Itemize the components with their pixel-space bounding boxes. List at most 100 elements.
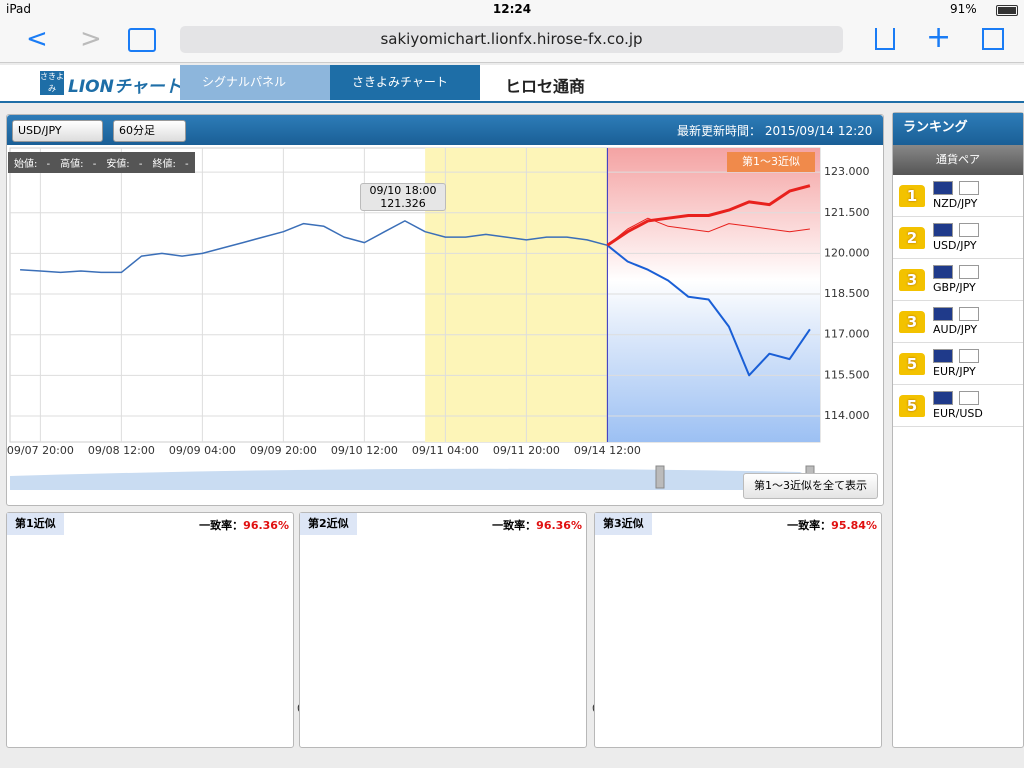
rate-value: 96.36% <box>243 519 289 532</box>
high: 高値: - <box>60 159 97 170</box>
flag <box>959 265 979 279</box>
panel-title: 第1近似 <box>7 513 64 535</box>
forecast-panel: 第3近似 一致率：95.84% <box>594 512 882 748</box>
rate-value: 95.84% <box>831 519 877 532</box>
ranking-panel: ランキング 通貨ペア 1 NZD/JPY 2 USD/JPY 3 GBP/JPY 3 AUD/… <box>892 112 1024 748</box>
url: sakiyomichart.lionfx.hirose-fx.co.jp <box>380 30 643 48</box>
ranking-row[interactable]: 5 EUR/USD <box>893 385 1023 427</box>
ranking-header: 通貨ペア <box>893 145 1023 175</box>
x-tick-label: 09/08 12:00 <box>88 444 155 457</box>
device: iPad <box>6 2 32 16</box>
rate-label: 一致率： <box>787 519 832 532</box>
match-rate: 一致率：96.36% <box>492 517 582 533</box>
y-tick-label: 121.500 <box>824 206 870 219</box>
y-tick-label: 115.500 <box>824 368 870 381</box>
tabs[interactable] <box>982 28 1004 50</box>
rate-value: 96.36% <box>536 519 582 532</box>
rate-label: 一致率： <box>492 519 537 532</box>
tab-signal[interactable]: シグナルパネル <box>180 65 330 100</box>
rank: 2 <box>899 227 925 249</box>
y-tick-label: 114.000 <box>824 409 870 422</box>
bookmarks[interactable] <box>128 28 156 52</box>
x-tick-label: 09/07 20:00 <box>7 444 74 457</box>
x-tick-label: 09/11 20:00 <box>493 444 560 457</box>
x-tick-label: 09/09 20:00 <box>250 444 317 457</box>
pair: USD/JPY <box>933 239 977 252</box>
share[interactable] <box>875 28 895 50</box>
rate-label: 一致率： <box>199 519 244 532</box>
flag <box>959 181 979 195</box>
price-line <box>607 217 810 246</box>
flag <box>959 307 979 321</box>
pair: NZD/JPY <box>933 197 978 210</box>
x-tick-label: 09/11 04:00 <box>412 444 479 457</box>
flag <box>959 349 979 363</box>
updated: 最新更新時間： 2015/09/14 12:20 <box>677 122 872 139</box>
rank: 5 <box>899 395 925 417</box>
flag <box>959 223 979 237</box>
tab-sakiyomi[interactable]: さきよみチャート <box>330 65 480 100</box>
pair-select[interactable]: USD/JPY <box>12 120 103 142</box>
ranking-row[interactable]: 5 EUR/JPY <box>893 343 1023 385</box>
new-tab[interactable]: + <box>926 20 952 55</box>
match-rate: 一致率：96.36% <box>199 517 289 533</box>
show-all-button[interactable]: 第1～3近似を全て表示 <box>743 473 878 499</box>
pair: GBP/JPY <box>933 281 976 294</box>
back[interactable]: < <box>26 24 48 54</box>
pair: EUR/USD <box>933 407 983 420</box>
navigator <box>10 468 820 490</box>
match-rate: 一致率：95.84% <box>787 517 877 533</box>
ranking-row[interactable]: 3 GBP/JPY <box>893 259 1023 301</box>
navigator-handle[interactable] <box>655 465 665 489</box>
logo-badge: さきよみ <box>40 71 64 95</box>
forecast-panel: 第2近似 一致率：96.36% <box>299 512 587 748</box>
ranking-row[interactable]: 3 AUD/JPY <box>893 301 1023 343</box>
flag <box>933 265 953 279</box>
y-tick-label: 120.000 <box>824 246 870 259</box>
flag <box>933 307 953 321</box>
updated-label: 最新更新時間： <box>677 124 762 138</box>
tooltip: 09/10 18:00 121.326 <box>360 183 446 211</box>
flag <box>933 349 953 363</box>
price-line <box>606 244 811 377</box>
x-tick-label: 09/09 04:00 <box>169 444 236 457</box>
pair: AUD/JPY <box>933 323 978 336</box>
forecast-area <box>607 148 820 442</box>
ranking-row[interactable]: 2 USD/JPY <box>893 217 1023 259</box>
close: 終値: - <box>152 159 189 170</box>
flag <box>933 223 953 237</box>
site-nav: さきよみ LIONチャート シグナルパネル さきよみチャート ヒロセ通商 <box>0 65 1024 103</box>
url-field[interactable]: sakiyomichart.lionfx.hirose-fx.co.jp <box>180 26 843 53</box>
price-line <box>20 220 608 274</box>
battery-icon <box>996 5 1018 16</box>
logo: LIONチャート <box>68 77 182 97</box>
price-line <box>606 184 811 247</box>
rank: 3 <box>899 311 925 333</box>
forecast-badge: 第1～3近似 <box>727 152 815 172</box>
forecast-panel: 第1近似 一致率：96.36% <box>6 512 294 748</box>
ranking-list: 1 NZD/JPY 2 USD/JPY 3 GBP/JPY 3 AUD/JPY 5 EUR/JPY… <box>893 175 1023 427</box>
y-tick-label: 123.000 <box>824 165 870 178</box>
battery: 91% <box>950 2 977 16</box>
tooltip-value: 121.326 <box>380 197 426 210</box>
tooltip-time: 09/10 18:00 <box>369 184 437 197</box>
ranking-title: ランキング <box>893 113 1023 145</box>
x-tick-label: 09/10 12:00 <box>331 444 398 457</box>
x-tick-label: 09/14 12:00 <box>574 444 641 457</box>
open: 始値: - <box>14 159 51 170</box>
panel-title: 第3近似 <box>595 513 652 535</box>
low: 安値: - <box>106 159 143 170</box>
timeframe-select[interactable]: 60分足 <box>113 120 186 142</box>
flag <box>959 391 979 405</box>
flag <box>933 391 953 405</box>
brand: ヒロセ通商 <box>505 77 586 96</box>
browser-chrome: iPad 12:24 91% < > sakiyomichart.lionfx.… <box>0 0 1024 63</box>
rank: 5 <box>899 353 925 375</box>
rank: 3 <box>899 269 925 291</box>
ranking-row[interactable]: 1 NZD/JPY <box>893 175 1023 217</box>
y-tick-label: 118.500 <box>824 287 870 300</box>
forward[interactable]: > <box>80 24 102 54</box>
panel-title: 第2近似 <box>300 513 357 535</box>
pair: EUR/JPY <box>933 365 976 378</box>
clock: 12:24 <box>492 2 532 16</box>
